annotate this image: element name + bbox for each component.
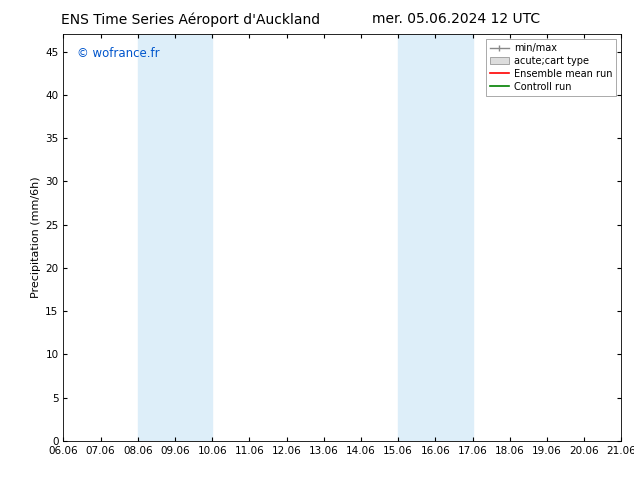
Y-axis label: Precipitation (mm/6h): Precipitation (mm/6h) [31,177,41,298]
Text: mer. 05.06.2024 12 UTC: mer. 05.06.2024 12 UTC [372,12,541,26]
Text: © wofrance.fr: © wofrance.fr [77,47,160,59]
Bar [398,34,472,441]
Legend: min/max, acute;cart type, Ensemble mean run, Controll run: min/max, acute;cart type, Ensemble mean … [486,39,616,96]
Bar [138,34,212,441]
Text: ENS Time Series Aéroport d'Auckland: ENS Time Series Aéroport d'Auckland [61,12,320,27]
